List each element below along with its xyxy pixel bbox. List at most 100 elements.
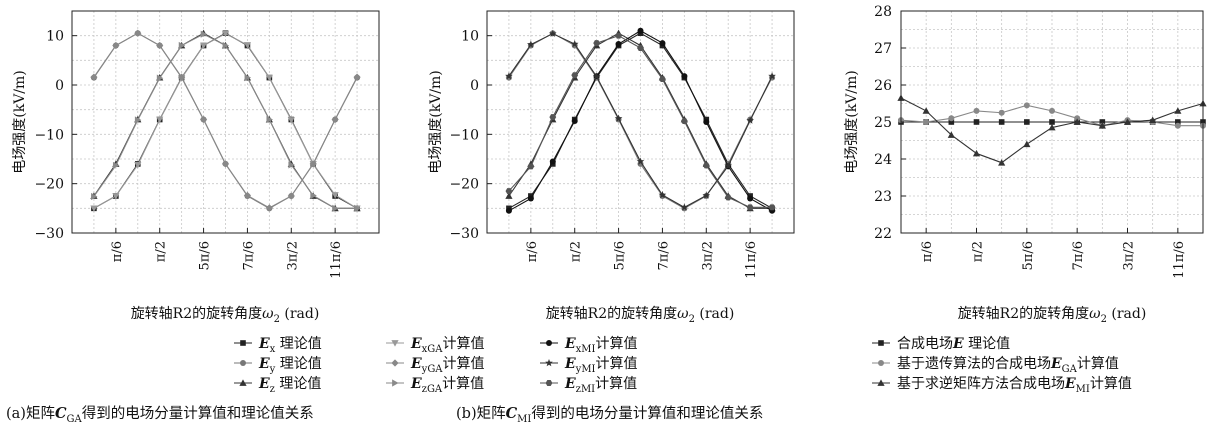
legend-b-item-0-suffix: 计算值: [596, 336, 638, 352]
legend-b-item-2-e: E: [564, 376, 576, 392]
chart-b-series-4-point: [548, 29, 557, 37]
chart-b-series-3-point: [527, 195, 534, 202]
chart-a-xlabel-main: 旋转轴R2的旋转角度: [131, 306, 262, 322]
legend-a-item-5-suffix: 计算值: [442, 376, 484, 392]
chart-a-series-4-point: [156, 41, 164, 50]
chart-a-series-5-point: [112, 161, 120, 170]
chart-c-series-2-point: [1174, 107, 1182, 114]
chart-b-xtick-label: 3π/2: [700, 241, 715, 270]
chart-c-series-1-point: [1049, 107, 1055, 114]
chart-a-xlabel-unit: (rad): [280, 306, 319, 322]
legend-a-item-3-sub: xGA: [422, 344, 444, 355]
chart-b-series-5-point: [549, 114, 557, 121]
chart-c-series-1-point: [948, 115, 955, 122]
chart-b-series-5-point: [637, 45, 644, 51]
chart-a-ylabel: 电场强度(kV/m): [12, 70, 28, 174]
chart-b-series-4-point: [658, 191, 667, 199]
chart-a-xtick-label: 11π/6: [329, 241, 344, 279]
chart-a-xtick-label: π/6: [110, 241, 125, 262]
chart-b-x-ticks: π/6 π/2 5π/6 7π/6 3π/2 11π/6: [525, 228, 759, 279]
chart-b-xlabel-sub: 2: [689, 314, 695, 325]
chart-b-xlabel-unit: (rad): [695, 306, 734, 322]
legend-b-item-1-suffix: 计算值: [596, 356, 638, 372]
legend-a-item-1-marker: [240, 360, 246, 366]
chart-c-series-0-point: [1049, 119, 1055, 125]
legend-c-item-0-e: E: [952, 336, 964, 352]
legend-c-item-1-label: 基于遗传算法的合成电场EGA计算值: [897, 355, 1119, 375]
chart-c-xtick-label: π/6: [920, 241, 935, 262]
chart-c-series-2-point: [1149, 116, 1157, 124]
legend-b-item-1-e: E: [564, 356, 576, 372]
chart-a-xlabel-sub: 2: [274, 314, 280, 325]
chart-a-series: [90, 29, 361, 212]
legend-c-item-1-pre: 基于遗传算法的合成电场: [897, 355, 1051, 372]
chart-c-series-0-point: [1024, 119, 1030, 125]
chart-c-ytick-label: 24: [874, 152, 892, 168]
chart-c-series-2-point: [1048, 123, 1056, 131]
legend-a-item-5-label: EzGA计算值: [410, 376, 484, 395]
chart-b-ytick-label: 10: [461, 29, 479, 45]
chart-c-series-2-point: [1023, 140, 1031, 148]
chart-c-ytick-label: 22: [874, 226, 892, 242]
chart-b-ytick-label: −30: [449, 226, 479, 242]
chart-b-series-5-point: [505, 188, 513, 195]
legend-a-item-0-e: E: [258, 336, 270, 352]
legend-a-item-0-sub: x: [270, 344, 276, 355]
legend-a-item-0-suffix: 理论值: [275, 336, 321, 352]
chart-a-xlabel-var: ω: [262, 306, 274, 322]
chart-a-series-4-point: [199, 115, 208, 124]
chart-b-series-4-point: [505, 72, 513, 80]
chart-a-series-3-point: [156, 116, 164, 124]
legend-a-item-2-e: E: [258, 376, 270, 392]
chart-b-series-5-line: [508, 35, 773, 208]
legend-a-item-3-label: ExGA计算值: [410, 336, 485, 355]
chart-a-series-4-point: [178, 73, 186, 81]
chart-a-xtick-label: 7π/6: [241, 241, 256, 270]
legend-b-item-0-marker: [546, 340, 552, 346]
legend-c-item-1-marker: [878, 360, 884, 366]
chart-b-series-3-point: [747, 195, 754, 202]
chart-c-series-2-point: [922, 107, 930, 114]
caption-a-sub: GA: [67, 414, 83, 425]
chart-b-series-4-point: [527, 40, 535, 48]
chart-a-series-4-point: [112, 41, 120, 50]
chart-a-series-3-point: [265, 74, 273, 82]
chart-b: −30 −20 −10 0 10 π/6 π/2 5π/6 7π/6 3π/2 11π/6 电场强…: [428, 10, 795, 325]
chart-b-series-5-point: [659, 76, 666, 83]
legend-a-item-1-label: Ey 理论值: [258, 356, 322, 375]
chart-b-series-4-point: [592, 72, 601, 80]
caption-b-sub: MI: [517, 414, 531, 425]
chart-c-series-1-point: [998, 109, 1005, 116]
caption-a-mat: C: [55, 405, 67, 422]
legend-c-item-2-suffix: 计算值: [1090, 376, 1132, 392]
chart-a-series-5-point: [134, 116, 142, 124]
chart-b-series-4-point: [702, 191, 711, 199]
chart-b-series: [505, 27, 776, 214]
chart-b-series-4-point: [768, 72, 776, 80]
chart-b-ylabel: 电场强度(kV/m): [428, 70, 444, 174]
chart-a-series-4-point: [287, 192, 295, 200]
legend-c-item-1-sub: GA: [1062, 364, 1078, 375]
legend-c-item-0-pre: 合成电场: [897, 336, 953, 352]
legend-c-item-2-pre: 基于求逆矩阵方法合成电场: [897, 375, 1065, 392]
legend-a-item-5-sub: zGA: [422, 384, 443, 395]
chart-a-series-5-point: [244, 74, 252, 82]
chart-a-series-5-point: [222, 41, 230, 50]
chart-b-xtick-label: 7π/6: [656, 241, 671, 270]
chart-a-series-5-point: [332, 204, 339, 212]
chart-c-series-1-point: [1023, 102, 1030, 109]
chart-c-xtick-label: 3π/2: [1122, 241, 1137, 270]
chart-b-ytick-label: −10: [449, 127, 479, 143]
chart-c-xtick-label: π/2: [971, 241, 986, 262]
chart-a-series-4-point: [221, 160, 230, 168]
chart-c-series-2-point: [1073, 118, 1081, 125]
chart-c-series-2-point: [972, 149, 981, 157]
chart-a-xtick-label: π/2: [154, 241, 169, 262]
chart-b-xtick-label: π/6: [525, 241, 540, 262]
legend-b-item-0-label: ExMI计算值: [564, 336, 638, 355]
chart-b-series-5-point: [571, 72, 579, 79]
chart-b-series-5-point: [724, 194, 732, 201]
chart-a-ytick-label: 10: [46, 29, 64, 45]
chart-c-ytick-label: 27: [874, 41, 892, 57]
